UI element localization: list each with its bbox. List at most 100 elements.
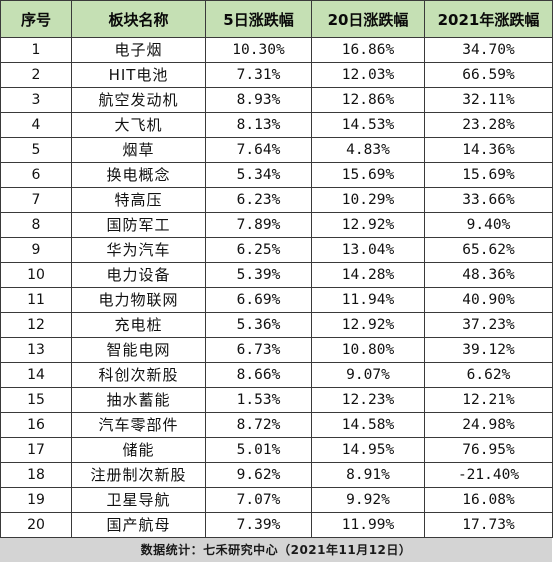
table-row: 12 充电桩 5.36% 12.92% 37.23% [0, 312, 553, 338]
cell-sector-name: 注册制次新股 [71, 462, 206, 488]
cell-rank: 7 [0, 187, 72, 213]
cell-sector-name: 华为汽车 [71, 237, 206, 263]
cell-ytd-change: 34.70% [424, 37, 553, 63]
cell-ytd-change: 32.11% [424, 87, 553, 113]
cell-ytd-change: 48.36% [424, 262, 553, 288]
cell-20day-change: 12.23% [311, 387, 425, 413]
cell-sector-name: HIT电池 [71, 62, 206, 88]
table-row: 17 储能 5.01% 14.95% 76.95% [0, 437, 553, 463]
cell-ytd-change: 16.08% [424, 487, 553, 513]
table-row: 15 抽水蓄能 1.53% 12.23% 12.21% [0, 387, 553, 413]
cell-ytd-change: 66.59% [424, 62, 553, 88]
cell-sector-name: 国产航母 [71, 512, 206, 538]
cell-5day-change: 8.93% [205, 87, 312, 113]
table-row: 11 电力物联网 6.69% 11.94% 40.90% [0, 287, 553, 313]
cell-rank: 1 [0, 37, 72, 63]
cell-5day-change: 7.89% [205, 212, 312, 238]
table-row: 2 HIT电池 7.31% 12.03% 66.59% [0, 62, 553, 88]
cell-5day-change: 5.01% [205, 437, 312, 463]
cell-rank: 6 [0, 162, 72, 188]
cell-5day-change: 9.62% [205, 462, 312, 488]
cell-rank: 5 [0, 137, 72, 163]
cell-rank: 8 [0, 212, 72, 238]
cell-20day-change: 11.99% [311, 512, 425, 538]
cell-20day-change: 14.28% [311, 262, 425, 288]
cell-ytd-change: 17.73% [424, 512, 553, 538]
cell-20day-change: 9.92% [311, 487, 425, 513]
table-row: 8 国防军工 7.89% 12.92% 9.40% [0, 212, 553, 238]
cell-20day-change: 12.03% [311, 62, 425, 88]
cell-5day-change: 6.73% [205, 337, 312, 363]
cell-5day-change: 5.36% [205, 312, 312, 338]
cell-5day-change: 6.69% [205, 287, 312, 313]
header-rank: 序号 [0, 0, 72, 38]
table-row: 19 卫星导航 7.07% 9.92% 16.08% [0, 487, 553, 513]
table-row: 3 航空发动机 8.93% 12.86% 32.11% [0, 87, 553, 113]
cell-5day-change: 6.23% [205, 187, 312, 213]
cell-rank: 20 [0, 512, 72, 538]
table-row: 1 电子烟 10.30% 16.86% 34.70% [0, 37, 553, 63]
table-row: 7 特高压 6.23% 10.29% 33.66% [0, 187, 553, 213]
cell-sector-name: 电力物联网 [71, 287, 206, 313]
cell-sector-name: 电力设备 [71, 262, 206, 288]
cell-20day-change: 14.95% [311, 437, 425, 463]
cell-5day-change: 5.34% [205, 162, 312, 188]
cell-sector-name: 换电概念 [71, 162, 206, 188]
cell-ytd-change: 24.98% [424, 412, 553, 438]
cell-5day-change: 7.31% [205, 62, 312, 88]
table-row: 9 华为汽车 6.25% 13.04% 65.62% [0, 237, 553, 263]
cell-5day-change: 6.25% [205, 237, 312, 263]
cell-20day-change: 14.53% [311, 112, 425, 138]
cell-20day-change: 12.92% [311, 312, 425, 338]
cell-rank: 3 [0, 87, 72, 113]
cell-5day-change: 1.53% [205, 387, 312, 413]
table-row: 13 智能电网 6.73% 10.80% 39.12% [0, 337, 553, 363]
cell-rank: 18 [0, 462, 72, 488]
table-header-row: 序号 板块名称 5日涨跌幅 20日涨跌幅 2021年涨跌幅 [0, 0, 553, 38]
cell-5day-change: 7.39% [205, 512, 312, 538]
source-footer: 数据统计：七禾研究中心（2021年11月12日） [0, 537, 552, 562]
cell-ytd-change: 23.28% [424, 112, 553, 138]
cell-rank: 4 [0, 112, 72, 138]
cell-rank: 15 [0, 387, 72, 413]
cell-20day-change: 15.69% [311, 162, 425, 188]
cell-5day-change: 10.30% [205, 37, 312, 63]
cell-sector-name: 特高压 [71, 187, 206, 213]
table-row: 10 电力设备 5.39% 14.28% 48.36% [0, 262, 553, 288]
header-ytd-change: 2021年涨跌幅 [424, 0, 553, 38]
table-row: 14 科创次新股 8.66% 9.07% 6.62% [0, 362, 553, 388]
cell-20day-change: 14.58% [311, 412, 425, 438]
cell-rank: 9 [0, 237, 72, 263]
header-5day-change: 5日涨跌幅 [205, 0, 312, 38]
cell-ytd-change: 40.90% [424, 287, 553, 313]
cell-5day-change: 8.72% [205, 412, 312, 438]
cell-5day-change: 8.13% [205, 112, 312, 138]
cell-rank: 19 [0, 487, 72, 513]
cell-sector-name: 智能电网 [71, 337, 206, 363]
cell-ytd-change: 14.36% [424, 137, 553, 163]
cell-20day-change: 9.07% [311, 362, 425, 388]
cell-sector-name: 储能 [71, 437, 206, 463]
cell-5day-change: 8.66% [205, 362, 312, 388]
cell-ytd-change: 76.95% [424, 437, 553, 463]
table-body: 1 电子烟 10.30% 16.86% 34.70% 2 HIT电池 7.31% 12.03% 6… [0, 37, 553, 538]
cell-sector-name: 大飞机 [71, 112, 206, 138]
cell-rank: 14 [0, 362, 72, 388]
cell-ytd-change: 39.12% [424, 337, 553, 363]
table-row: 5 烟草 7.64% 4.83% 14.36% [0, 137, 553, 163]
cell-20day-change: 10.80% [311, 337, 425, 363]
cell-20day-change: 12.86% [311, 87, 425, 113]
cell-ytd-change: 33.66% [424, 187, 553, 213]
cell-ytd-change: -21.40% [424, 462, 553, 488]
cell-sector-name: 抽水蓄能 [71, 387, 206, 413]
cell-sector-name: 汽车零部件 [71, 412, 206, 438]
cell-5day-change: 7.64% [205, 137, 312, 163]
cell-sector-name: 国防军工 [71, 212, 206, 238]
cell-ytd-change: 6.62% [424, 362, 553, 388]
table-row: 18 注册制次新股 9.62% 8.91% -21.40% [0, 462, 553, 488]
cell-rank: 10 [0, 262, 72, 288]
table-row: 16 汽车零部件 8.72% 14.58% 24.98% [0, 412, 553, 438]
sector-table: 序号 板块名称 5日涨跌幅 20日涨跌幅 2021年涨跌幅 1 电子烟 10.30%… [0, 0, 553, 538]
cell-rank: 2 [0, 62, 72, 88]
